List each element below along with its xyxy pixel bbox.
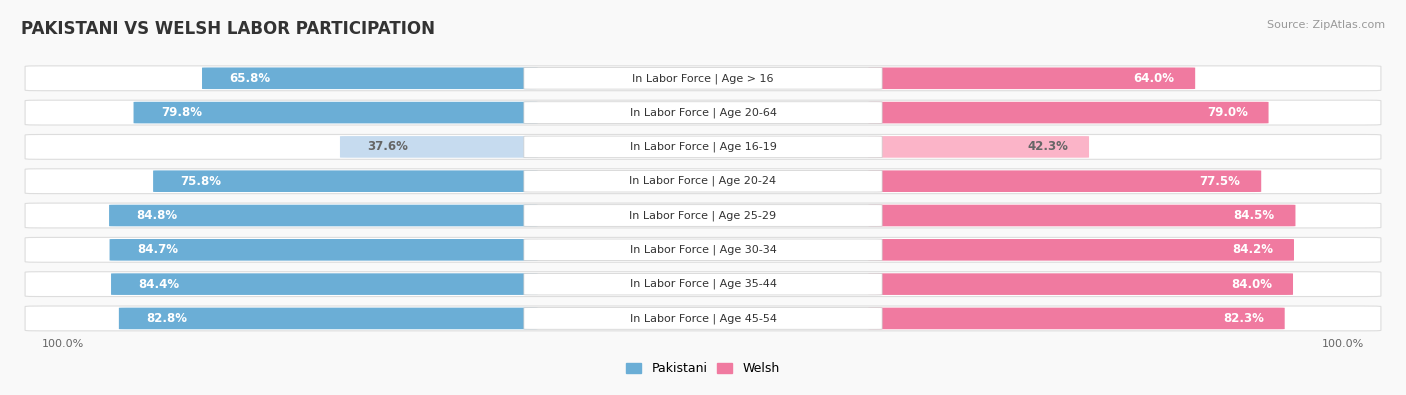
Text: 79.8%: 79.8% [162, 106, 202, 119]
FancyBboxPatch shape [25, 237, 1381, 262]
Text: In Labor Force | Age 25-29: In Labor Force | Age 25-29 [630, 210, 776, 221]
Text: 75.8%: 75.8% [180, 175, 222, 188]
Text: 84.4%: 84.4% [139, 278, 180, 291]
FancyBboxPatch shape [25, 169, 1381, 194]
Text: In Labor Force | Age 20-64: In Labor Force | Age 20-64 [630, 107, 776, 118]
Text: Source: ZipAtlas.com: Source: ZipAtlas.com [1267, 20, 1385, 30]
FancyBboxPatch shape [524, 102, 882, 123]
FancyBboxPatch shape [524, 170, 882, 192]
FancyBboxPatch shape [110, 239, 537, 261]
FancyBboxPatch shape [153, 170, 537, 192]
Text: 77.5%: 77.5% [1199, 175, 1240, 188]
Text: 65.8%: 65.8% [229, 72, 271, 85]
FancyBboxPatch shape [134, 102, 537, 123]
FancyBboxPatch shape [25, 203, 1381, 228]
Text: 42.3%: 42.3% [1028, 140, 1069, 153]
FancyBboxPatch shape [524, 273, 882, 295]
Text: 100.0%: 100.0% [42, 339, 84, 349]
Text: 84.0%: 84.0% [1232, 278, 1272, 291]
FancyBboxPatch shape [869, 102, 1268, 123]
FancyBboxPatch shape [25, 306, 1381, 331]
FancyBboxPatch shape [25, 66, 1381, 91]
FancyBboxPatch shape [25, 272, 1381, 297]
Legend: Pakistani, Welsh: Pakistani, Welsh [621, 357, 785, 380]
Text: PAKISTANI VS WELSH LABOR PARTICIPATION: PAKISTANI VS WELSH LABOR PARTICIPATION [21, 20, 434, 38]
Text: 84.8%: 84.8% [136, 209, 177, 222]
FancyBboxPatch shape [340, 136, 537, 158]
FancyBboxPatch shape [110, 205, 537, 226]
Text: In Labor Force | Age > 16: In Labor Force | Age > 16 [633, 73, 773, 83]
FancyBboxPatch shape [111, 273, 537, 295]
Text: 84.5%: 84.5% [1233, 209, 1275, 222]
Text: In Labor Force | Age 45-54: In Labor Force | Age 45-54 [630, 313, 776, 324]
FancyBboxPatch shape [25, 100, 1381, 125]
Text: 79.0%: 79.0% [1206, 106, 1249, 119]
Text: 37.6%: 37.6% [367, 140, 408, 153]
FancyBboxPatch shape [869, 170, 1261, 192]
FancyBboxPatch shape [25, 134, 1381, 159]
FancyBboxPatch shape [524, 68, 882, 89]
FancyBboxPatch shape [524, 239, 882, 261]
FancyBboxPatch shape [869, 308, 1285, 329]
Text: 82.8%: 82.8% [146, 312, 187, 325]
FancyBboxPatch shape [869, 68, 1195, 89]
FancyBboxPatch shape [202, 68, 537, 89]
Text: 100.0%: 100.0% [1322, 339, 1364, 349]
FancyBboxPatch shape [524, 308, 882, 329]
Text: 84.2%: 84.2% [1232, 243, 1274, 256]
Text: 64.0%: 64.0% [1133, 72, 1174, 85]
Text: In Labor Force | Age 35-44: In Labor Force | Age 35-44 [630, 279, 776, 290]
FancyBboxPatch shape [869, 205, 1295, 226]
Text: In Labor Force | Age 30-34: In Labor Force | Age 30-34 [630, 245, 776, 255]
Text: In Labor Force | Age 16-19: In Labor Force | Age 16-19 [630, 142, 776, 152]
FancyBboxPatch shape [869, 239, 1294, 261]
FancyBboxPatch shape [869, 273, 1294, 295]
Text: In Labor Force | Age 20-24: In Labor Force | Age 20-24 [630, 176, 776, 186]
Text: 82.3%: 82.3% [1223, 312, 1264, 325]
FancyBboxPatch shape [120, 308, 537, 329]
FancyBboxPatch shape [524, 205, 882, 226]
Text: 84.7%: 84.7% [138, 243, 179, 256]
FancyBboxPatch shape [869, 136, 1090, 158]
FancyBboxPatch shape [524, 136, 882, 158]
